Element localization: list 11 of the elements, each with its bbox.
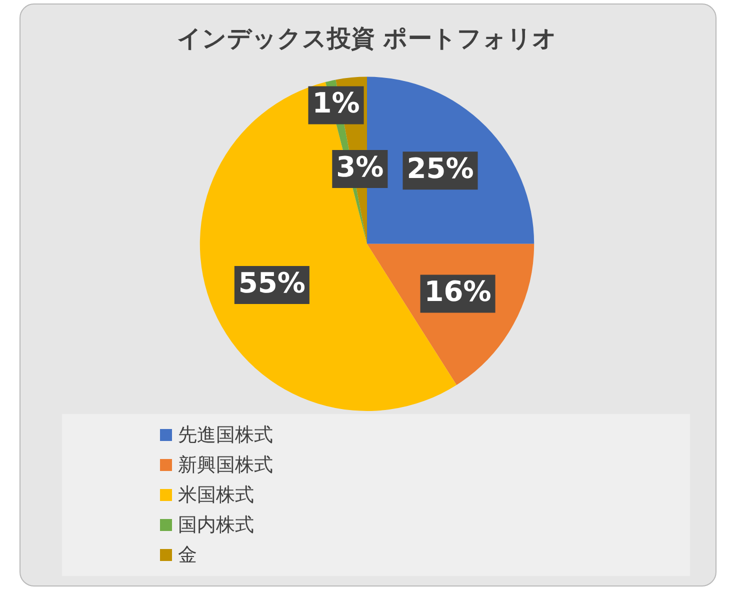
data-label: 55%	[238, 266, 306, 300]
legend-label: 先進国株式	[178, 423, 273, 448]
legend-label: 新興国株式	[178, 453, 273, 478]
legend-label: 金	[178, 543, 197, 568]
chart-title: インデックス投資 ポートフォリオ	[176, 24, 558, 53]
legend-label: 米国株式	[178, 483, 254, 508]
data-label: 3%	[336, 150, 384, 184]
legend-label: 国内株式	[178, 513, 254, 538]
data-label: 16%	[424, 275, 492, 308]
data-label: 25%	[406, 152, 474, 185]
data-label: 1%	[312, 86, 360, 120]
